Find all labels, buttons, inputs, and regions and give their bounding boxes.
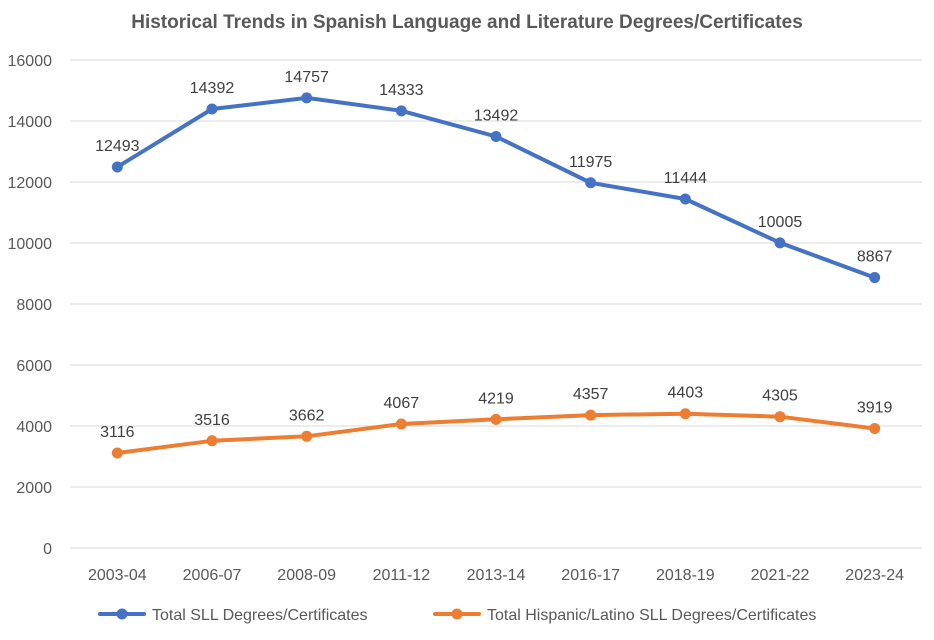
y-tick-label: 16000 [8,53,53,70]
x-tick-label: 2021-22 [751,567,810,584]
data-label: 4219 [478,390,514,407]
data-label: 11975 [569,154,612,171]
data-label: 10005 [758,214,803,231]
series-1: 12493 14392 14757 14333 13492 11975 11444 10005… [95,69,893,284]
data-point [679,193,691,205]
data-point [490,413,502,425]
data-label: 3662 [289,407,325,424]
legend-marker [451,608,463,620]
data-label: 14333 [379,82,424,99]
data-label: 14392 [190,80,235,97]
data-point [111,447,123,459]
y-tick-label: 12000 [8,175,53,192]
x-tick-label: 2013-14 [467,567,526,584]
data-point [679,408,691,420]
y-tick-label: 2000 [16,480,52,497]
x-tick-label: 2008-09 [277,567,336,584]
legend-label: Total Hispanic/Latino SLL Degrees/Certif… [487,607,816,624]
data-label: 11444 [664,170,707,187]
data-point [774,411,786,423]
data-point [490,130,502,142]
x-tick-label: 2016-17 [561,567,620,584]
data-point [869,272,881,284]
data-label: 8867 [857,249,893,266]
x-tick-label: 2006-07 [183,567,242,584]
data-label: 13492 [474,107,519,124]
x-tick-label: 2023-24 [845,567,904,584]
series-2: 3116 3516 3662 4067 4219 4357 4403 4305 3919 [100,385,893,459]
series-group: 12493 14392 14757 14333 13492 11975 11444 10005… [95,69,893,459]
legend-item-1: Total SLL Degrees/Certificates [98,607,368,624]
legend-label: Total SLL Degrees/Certificates [152,607,368,624]
data-label: 4305 [762,388,798,405]
legend-marker [116,608,128,620]
gridlines [70,59,922,549]
data-label: 3919 [857,399,893,416]
x-tick-label: 2011-12 [373,567,431,584]
legend: Total SLL Degrees/Certificates Total Hisp… [98,607,816,624]
legend-item-2: Total Hispanic/Latino SLL Degrees/Certif… [433,607,816,624]
data-label: 4357 [573,386,609,403]
y-tick-label: 10000 [8,236,53,253]
data-point [301,430,313,442]
chart-title: Historical Trends in Spanish Language an… [131,12,803,33]
data-point [206,435,218,447]
y-axis: 0 2000 4000 6000 8000 10000 12000 14000 16000 [8,53,53,558]
y-tick-label: 6000 [16,358,52,375]
data-label: 12493 [95,138,140,155]
y-tick-label: 8000 [16,297,52,314]
data-point [395,105,407,117]
data-label: 3116 [100,424,135,441]
data-label: 4067 [384,395,420,412]
series-line [115,95,877,280]
data-point [206,103,218,115]
y-tick-label: 0 [43,541,52,558]
x-axis: 2003-04 2006-07 2008-09 2011-12 2013-14 2016-… [88,567,904,584]
data-point [774,237,786,249]
y-tick-label: 4000 [16,419,52,436]
data-point [585,177,597,189]
data-point [395,418,407,430]
y-tick-label: 14000 [8,114,53,131]
data-label: 14757 [284,69,329,86]
x-tick-label: 2003-04 [88,567,147,584]
data-point [111,161,123,173]
data-point [301,92,313,104]
data-point [869,422,881,434]
data-label: 3516 [194,412,230,429]
data-label: 4403 [668,385,704,402]
data-point [585,409,597,421]
x-tick-label: 2018-19 [656,567,715,584]
